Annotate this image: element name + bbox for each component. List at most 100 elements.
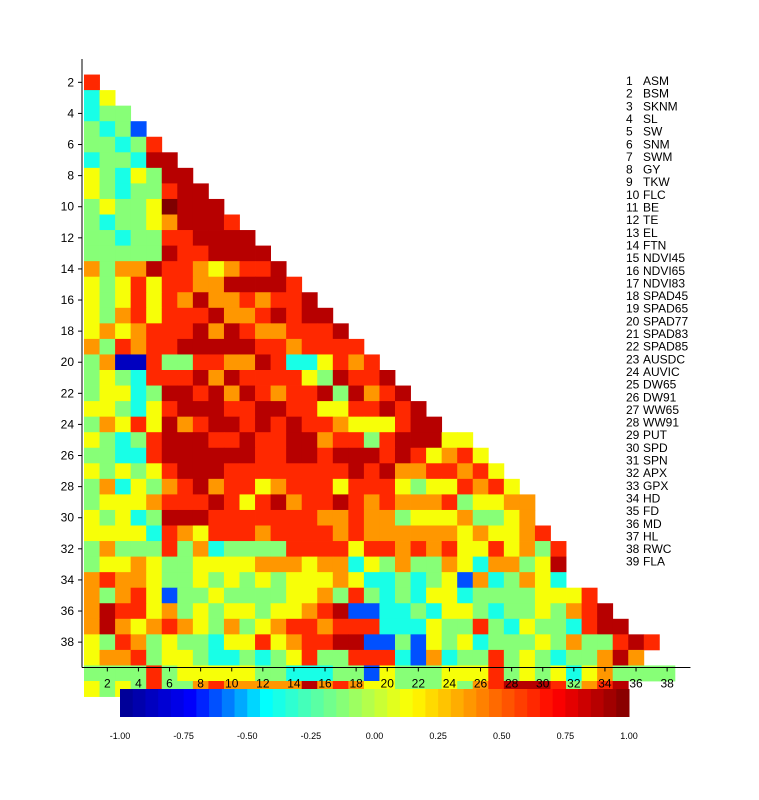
heatmap-cell: [146, 385, 163, 402]
heatmap-cell: [177, 509, 194, 526]
heatmap-cell: [115, 338, 132, 355]
heatmap-cell: [426, 416, 443, 433]
heatmap-cell: [84, 354, 100, 371]
heatmap-cell: [146, 618, 163, 635]
heatmap-cell: [348, 494, 365, 511]
colorbar-segment: [323, 689, 337, 717]
heatmap-cell: [161, 494, 178, 511]
legend-item-number: 4: [626, 112, 633, 126]
heatmap-cell: [286, 649, 303, 666]
legend-item-number: 5: [626, 125, 633, 139]
heatmap-cell: [177, 634, 194, 651]
heatmap-cell: [84, 649, 100, 666]
heatmap-cell: [317, 478, 334, 495]
legend-item-name: EL: [643, 226, 658, 240]
heatmap-cell: [84, 509, 100, 526]
heatmap-cell: [379, 587, 396, 604]
heatmap-cell: [488, 541, 505, 557]
heatmap-cell: [161, 292, 178, 309]
colorbar-segment: [221, 689, 236, 717]
heatmap-cell: [519, 603, 536, 620]
heatmap-cell: [115, 230, 132, 246]
heatmap-cell: [270, 494, 287, 511]
heatmap-cell: [488, 509, 505, 526]
heatmap-cell: [84, 478, 100, 495]
heatmap-cell: [99, 121, 116, 138]
heatmap-cell: [317, 463, 334, 480]
heatmap-cell: [115, 105, 132, 122]
heatmap-cell: [146, 432, 163, 449]
heatmap-cell: [488, 463, 505, 480]
heatmap-cell: [223, 603, 240, 620]
heatmap-cell: [643, 665, 660, 682]
heatmap-cell: [519, 509, 536, 526]
heatmap-cell: [177, 572, 194, 589]
heatmap-cell: [130, 338, 147, 355]
y-tick-label: 24: [61, 417, 75, 431]
heatmap-cell: [99, 338, 116, 355]
heatmap-cell: [503, 572, 520, 589]
colorbar-segment: [603, 689, 617, 717]
heatmap-cell: [457, 525, 474, 542]
heatmap-cell: [379, 463, 396, 480]
heatmap-cell: [379, 385, 396, 402]
heatmap-cell: [208, 447, 225, 464]
legend-item-number: 11: [626, 201, 639, 215]
colorbar-segment: [476, 689, 490, 717]
heatmap-cell: [115, 556, 132, 573]
heatmap-cell: [255, 463, 271, 480]
heatmap-cell: [223, 230, 240, 246]
heatmap-cell: [363, 603, 380, 620]
heatmap-cell: [99, 261, 116, 278]
heatmap-cell: [457, 447, 474, 464]
heatmap-cell: [317, 603, 334, 620]
heatmap-cell: [239, 618, 256, 635]
heatmap-cell: [348, 401, 365, 418]
legend-item-number: 36: [626, 517, 640, 531]
heatmap-cell: [379, 401, 396, 418]
heatmap-cell: [192, 385, 209, 402]
heatmap-cell: [161, 525, 178, 542]
legend-item-name: SPAD65: [643, 302, 688, 316]
heatmap-cell: [441, 432, 458, 449]
heatmap-cell: [223, 665, 240, 682]
legend-item-number: 37: [626, 529, 640, 543]
legend-item-name: NDVI45: [643, 251, 685, 265]
heatmap-cell: [503, 541, 520, 557]
heatmap-cell: [161, 649, 178, 666]
heatmap-cell: [84, 447, 100, 464]
heatmap-cell: [301, 401, 318, 418]
heatmap-cell: [363, 649, 380, 666]
heatmap-cell: [286, 338, 303, 355]
heatmap-cell: [301, 323, 318, 340]
heatmap-cell: [130, 525, 147, 542]
heatmap-cell: [363, 385, 380, 402]
heatmap-cell: [255, 338, 271, 355]
heatmap-cell: [566, 587, 582, 604]
heatmap-cell: [99, 276, 116, 293]
legend-item-number: 35: [626, 504, 640, 518]
heatmap-cell: [255, 261, 271, 278]
heatmap-cell: [301, 649, 318, 666]
heatmap-cell: [301, 603, 318, 620]
heatmap-cell: [223, 556, 240, 573]
colorbar-segment: [425, 689, 439, 717]
heatmap-cell: [239, 541, 256, 557]
heatmap-cell: [177, 230, 194, 246]
legend-item-name: SPAD45: [643, 289, 688, 303]
x-tick-label: 12: [256, 676, 270, 690]
heatmap-cell: [84, 370, 100, 386]
heatmap-cell: [363, 447, 380, 464]
heatmap-cell: [332, 447, 349, 464]
heatmap-cell: [317, 307, 334, 324]
heatmap-cell: [161, 354, 178, 371]
heatmap-cell: [239, 447, 256, 464]
heatmap-cell: [255, 587, 271, 604]
heatmap-cell: [192, 618, 209, 635]
y-tick-label: 12: [61, 231, 75, 245]
heatmap-cell: [161, 323, 178, 340]
heatmap-cell: [503, 478, 520, 495]
colorbar-segment: [145, 689, 159, 717]
heatmap-cell: [239, 338, 256, 355]
y-tick-label: 38: [61, 635, 75, 649]
